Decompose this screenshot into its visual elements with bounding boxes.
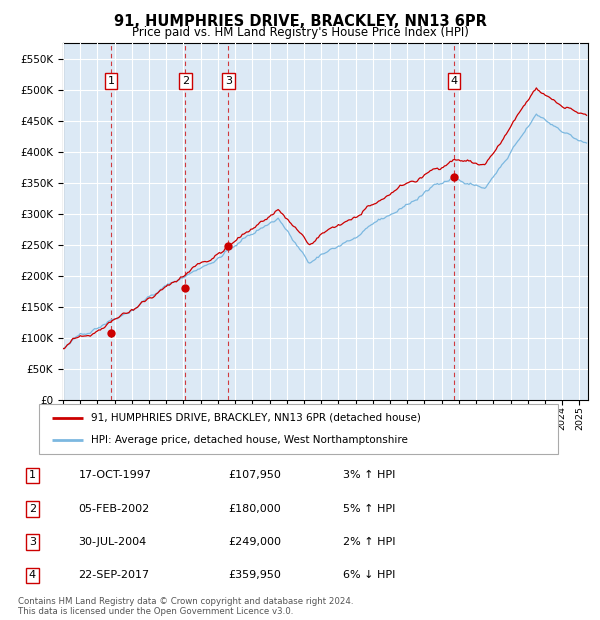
Text: 1: 1 [107, 76, 115, 86]
Text: 6% ↓ HPI: 6% ↓ HPI [343, 570, 395, 580]
Text: 3% ↑ HPI: 3% ↑ HPI [343, 471, 395, 480]
Text: 3: 3 [29, 537, 36, 547]
Text: 17-OCT-1997: 17-OCT-1997 [79, 471, 151, 480]
Text: HPI: Average price, detached house, West Northamptonshire: HPI: Average price, detached house, West… [91, 435, 408, 445]
Text: 91, HUMPHRIES DRIVE, BRACKLEY, NN13 6PR: 91, HUMPHRIES DRIVE, BRACKLEY, NN13 6PR [113, 14, 487, 29]
Text: 05-FEB-2002: 05-FEB-2002 [79, 504, 149, 514]
Text: 22-SEP-2017: 22-SEP-2017 [79, 570, 149, 580]
Text: 5% ↑ HPI: 5% ↑ HPI [343, 504, 395, 514]
Text: £180,000: £180,000 [228, 504, 281, 514]
Text: 3: 3 [225, 76, 232, 86]
Text: 2: 2 [29, 504, 36, 514]
Text: £107,950: £107,950 [228, 471, 281, 480]
Text: 4: 4 [29, 570, 36, 580]
Text: This data is licensed under the Open Government Licence v3.0.: This data is licensed under the Open Gov… [18, 607, 293, 616]
Text: 30-JUL-2004: 30-JUL-2004 [79, 537, 146, 547]
Text: 2% ↑ HPI: 2% ↑ HPI [343, 537, 396, 547]
Text: £359,950: £359,950 [228, 570, 281, 580]
Text: £249,000: £249,000 [228, 537, 281, 547]
Text: 2: 2 [182, 76, 189, 86]
Text: Contains HM Land Registry data © Crown copyright and database right 2024.: Contains HM Land Registry data © Crown c… [18, 597, 353, 606]
Text: 91, HUMPHRIES DRIVE, BRACKLEY, NN13 6PR (detached house): 91, HUMPHRIES DRIVE, BRACKLEY, NN13 6PR … [91, 413, 421, 423]
FancyBboxPatch shape [39, 404, 558, 454]
Text: 4: 4 [451, 76, 458, 86]
Text: 1: 1 [29, 471, 36, 480]
Text: Price paid vs. HM Land Registry's House Price Index (HPI): Price paid vs. HM Land Registry's House … [131, 26, 469, 39]
